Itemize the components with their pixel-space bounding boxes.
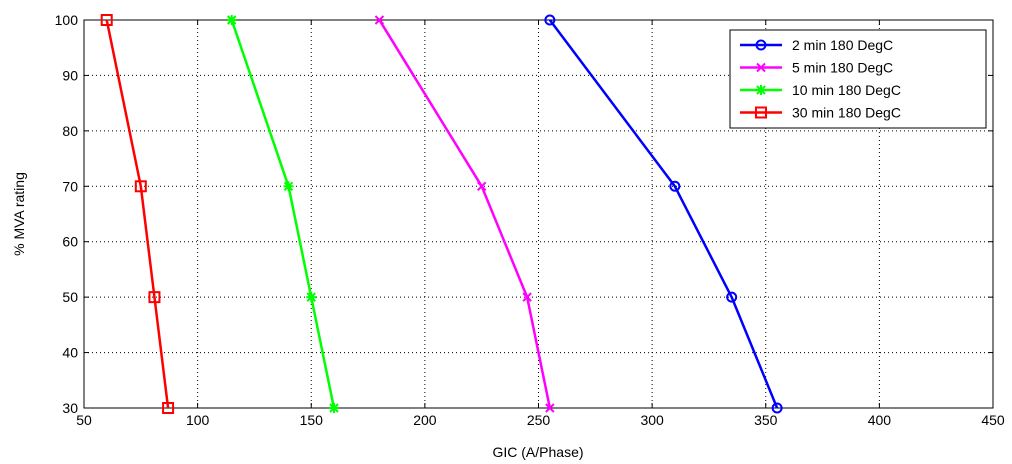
legend-swatch-marker — [756, 62, 766, 73]
data-point — [544, 14, 556, 26]
series-2 — [226, 15, 339, 413]
data-point — [100, 14, 113, 26]
legend-swatch-marker — [755, 106, 767, 119]
legend-label: 5 min 180 DegC — [792, 60, 893, 76]
y-tick-label: 60 — [62, 234, 78, 250]
y-tick-label: 30 — [62, 400, 78, 416]
data-point — [162, 402, 175, 414]
data-point — [726, 291, 738, 303]
data-point — [771, 402, 783, 414]
x-tick-label: 100 — [186, 412, 210, 428]
x-tick-label: 300 — [640, 412, 664, 428]
series-line — [105, 19, 170, 409]
series-1 — [374, 15, 555, 413]
x-axis-label: GIC (A/Phase) — [492, 444, 583, 460]
y-tick-label: 80 — [62, 123, 78, 139]
legend-label: 30 min 180 DegC — [792, 105, 901, 121]
x-tick-label: 400 — [868, 412, 892, 428]
x-axis-ticks: 50 100 150 200 250 300 350 400 450 — [76, 20, 1005, 428]
legend-swatch-marker — [756, 85, 766, 95]
legend-entry: 10 min 180 DegC — [740, 82, 901, 98]
series-0 — [544, 14, 783, 414]
legend-entry: 2 min 180 DegC — [740, 37, 893, 53]
series-3 — [100, 14, 175, 414]
y-axis-ticks: 30 40 50 60 70 80 90 100 — [55, 12, 993, 416]
legend-entry: 5 min 180 DegC — [740, 60, 893, 76]
data-point — [476, 181, 487, 191]
y-tick-label: 40 — [62, 345, 78, 361]
y-tick-label: 50 — [62, 289, 78, 305]
legend-label: 10 min 180 DegC — [792, 82, 901, 98]
series-line — [548, 19, 779, 409]
series-line — [230, 19, 336, 409]
x-tick-label: 350 — [754, 412, 778, 428]
legend-entry: 30 min 180 DegC — [740, 105, 901, 121]
legend-label: 2 min 180 DegC — [792, 37, 893, 53]
x-tick-label: 200 — [413, 412, 437, 428]
data-point — [148, 291, 161, 304]
data-point — [374, 15, 385, 25]
data-point — [226, 15, 237, 25]
data-point — [669, 180, 681, 192]
data-point — [522, 292, 532, 302]
data-point — [134, 180, 147, 193]
data-point — [545, 403, 555, 413]
y-axis-label: % MVA rating — [11, 172, 27, 256]
data-point — [283, 181, 294, 192]
series-layer — [100, 14, 783, 414]
x-tick-label: 50 — [76, 412, 92, 428]
x-tick-label: 450 — [981, 412, 1005, 428]
series-line — [378, 19, 552, 409]
x-tick-label: 150 — [300, 412, 324, 428]
y-tick-label: 70 — [62, 178, 78, 194]
y-tick-label: 90 — [62, 67, 78, 83]
y-tick-label: 100 — [55, 12, 79, 28]
x-tick-label: 250 — [527, 412, 551, 428]
legend-swatch-marker — [755, 39, 767, 51]
data-point — [306, 292, 317, 303]
legend: 2 min 180 DegC 5 min 180 DegC 10 min 180 D… — [729, 29, 987, 129]
data-point — [328, 403, 339, 413]
